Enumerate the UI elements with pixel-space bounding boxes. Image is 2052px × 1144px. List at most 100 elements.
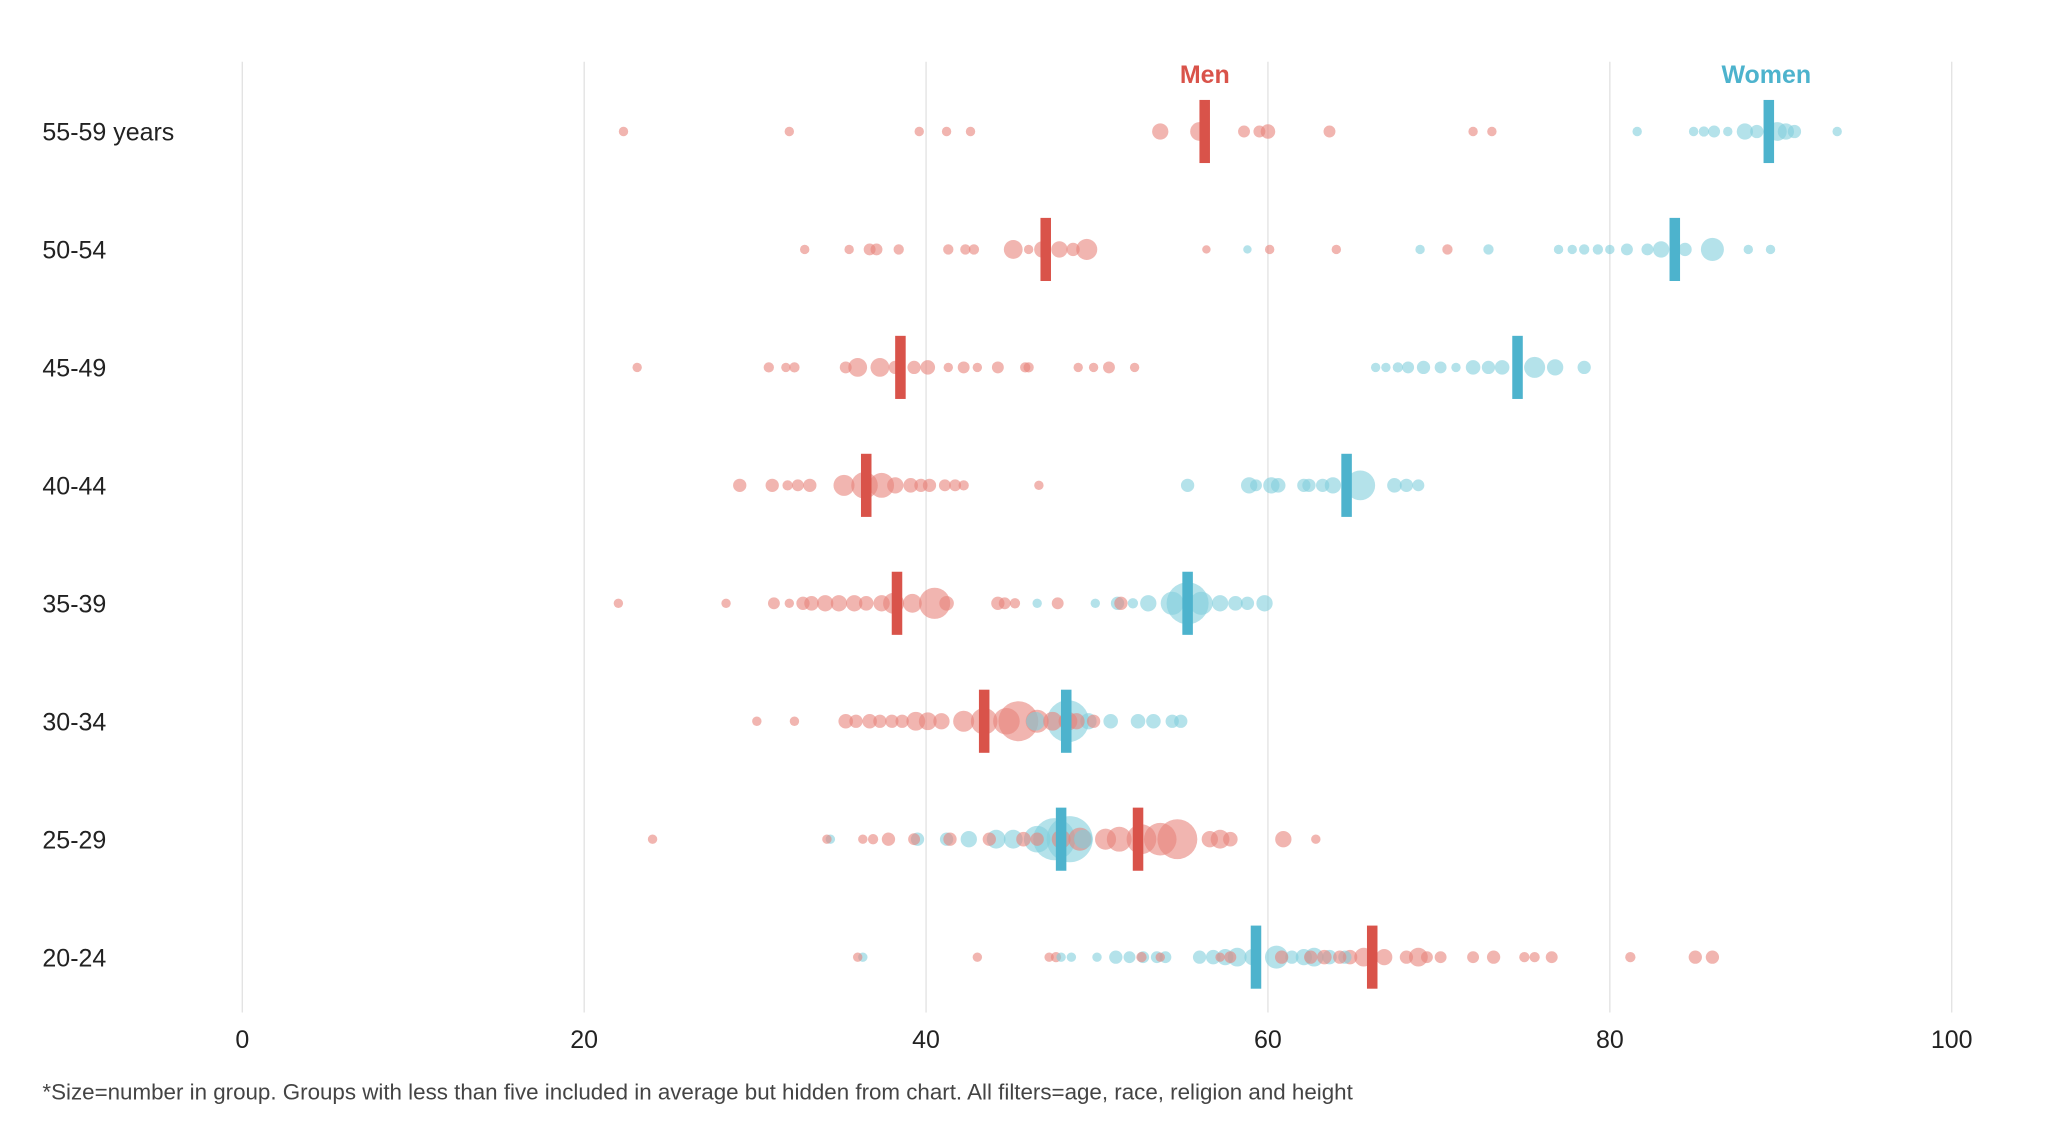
men-group-dot [903,478,918,493]
men-group-dot [968,244,980,255]
women-group-dot [1056,952,1066,962]
x-tick-label: 100 [1931,1026,1973,1054]
men-group-dot [1016,831,1031,847]
men-group-dot [1223,831,1238,847]
men-group-dot [1331,244,1342,255]
women-group-dot [1240,596,1255,610]
women-average-bar [1055,807,1067,871]
women-group-dot [1708,125,1721,138]
men-average-bar [860,453,872,517]
men-group-dot [991,361,1004,374]
men-group-dot [972,952,983,962]
men-group-dot [1519,951,1530,963]
men-group-dot [914,126,924,137]
men-group-dot [830,595,848,612]
men-group-dot [1625,951,1636,963]
men-group-dot [1311,834,1321,844]
men-group-dot [953,710,975,732]
men-group-dot [907,360,921,375]
x-tick-label: 40 [912,1026,940,1054]
men-group-dot [844,244,854,255]
gridlines [241,61,1953,1013]
women-group-dot [1465,360,1481,375]
men-group-dot [943,244,954,255]
women-average-bar [1250,925,1262,989]
men-group-dot [1260,124,1276,139]
men-group-dot [1076,238,1098,260]
men-group-dot [1009,598,1021,609]
row-label: 55-59 years [42,119,174,147]
men-group-dot [1023,244,1034,255]
women-group-dot [1723,126,1733,137]
women-group-dot [1381,362,1391,373]
men-group-dot [938,479,951,492]
men-group-dot [881,832,896,846]
women-group-dot [1174,714,1188,728]
women-group-dot [1553,244,1564,255]
men-group-dot [752,716,762,726]
women-group-dot [1146,713,1161,729]
men-group-dot [1487,126,1497,137]
men-group-dot [791,479,804,492]
men-group-dot [817,595,834,612]
men-group-dot [1034,480,1044,491]
men-group-dot [1051,241,1068,258]
women-group-dot [1370,362,1381,373]
men-group-dot [1333,950,1347,964]
men-group-dot [1545,951,1558,964]
women-average-bar [1763,99,1775,164]
men-group-dot [1023,362,1034,373]
women-group-dot [1652,241,1670,258]
men-group-dot [1136,951,1147,963]
women-group-dot [1066,952,1077,962]
men-group-dot [885,714,899,728]
women-group-dot [1189,591,1213,615]
row-label: 45-49 [42,355,106,383]
men-group-dot [870,357,890,377]
men-group-dot [1030,832,1044,846]
women-group-dot [1605,244,1615,255]
row-labels: 55-59 years 50-54 45-49 40-44 35-39 30-34 25-2… [42,119,174,973]
men-group-dot [781,362,791,373]
women-group-dot [1567,244,1577,255]
row-label: 30-34 [42,708,106,736]
men-group-dot [1129,362,1140,373]
women-group-dot [1109,950,1123,964]
women-group-dot [1228,596,1243,611]
men-group-dot [839,361,852,374]
women-group-dot [1494,360,1510,375]
women-group-dot [1579,244,1590,255]
men-group-dot [613,598,624,609]
women-average-bar [1182,571,1193,635]
men-group-dot [789,716,800,726]
men-group-dot [799,244,810,255]
men-group-dot [869,472,895,498]
women-group-dot [960,831,977,848]
women-group-dot [1632,126,1642,137]
men-group-dot [618,126,629,137]
men-group-dot [993,707,1020,735]
x-tick-label: 20 [570,1026,598,1054]
women-group-dot [1387,478,1402,493]
women-group-dot [1140,595,1157,612]
women-group-dot [1092,952,1102,962]
men-group-dot [1317,949,1332,965]
men-average-bar [978,689,990,753]
men-group-dot [972,362,983,373]
women-group-dot [1451,362,1461,373]
men-group-dot [958,480,969,491]
men-group-dot [1408,947,1428,967]
men-group-dot [893,244,904,255]
men-group-dot [763,362,774,373]
women-group-dot [1678,242,1692,257]
men-group-dot [1376,948,1393,966]
women-average-bar [1669,217,1681,282]
men-group-dot [1114,596,1128,610]
men-group-dot [1264,244,1275,255]
men-group-dot [1202,245,1211,254]
women-group-dot [1434,361,1447,374]
men-group-dot [1688,950,1702,964]
men-group-dot [1275,831,1292,848]
men-group-dot [733,478,747,492]
men-group-dot [1155,952,1165,962]
